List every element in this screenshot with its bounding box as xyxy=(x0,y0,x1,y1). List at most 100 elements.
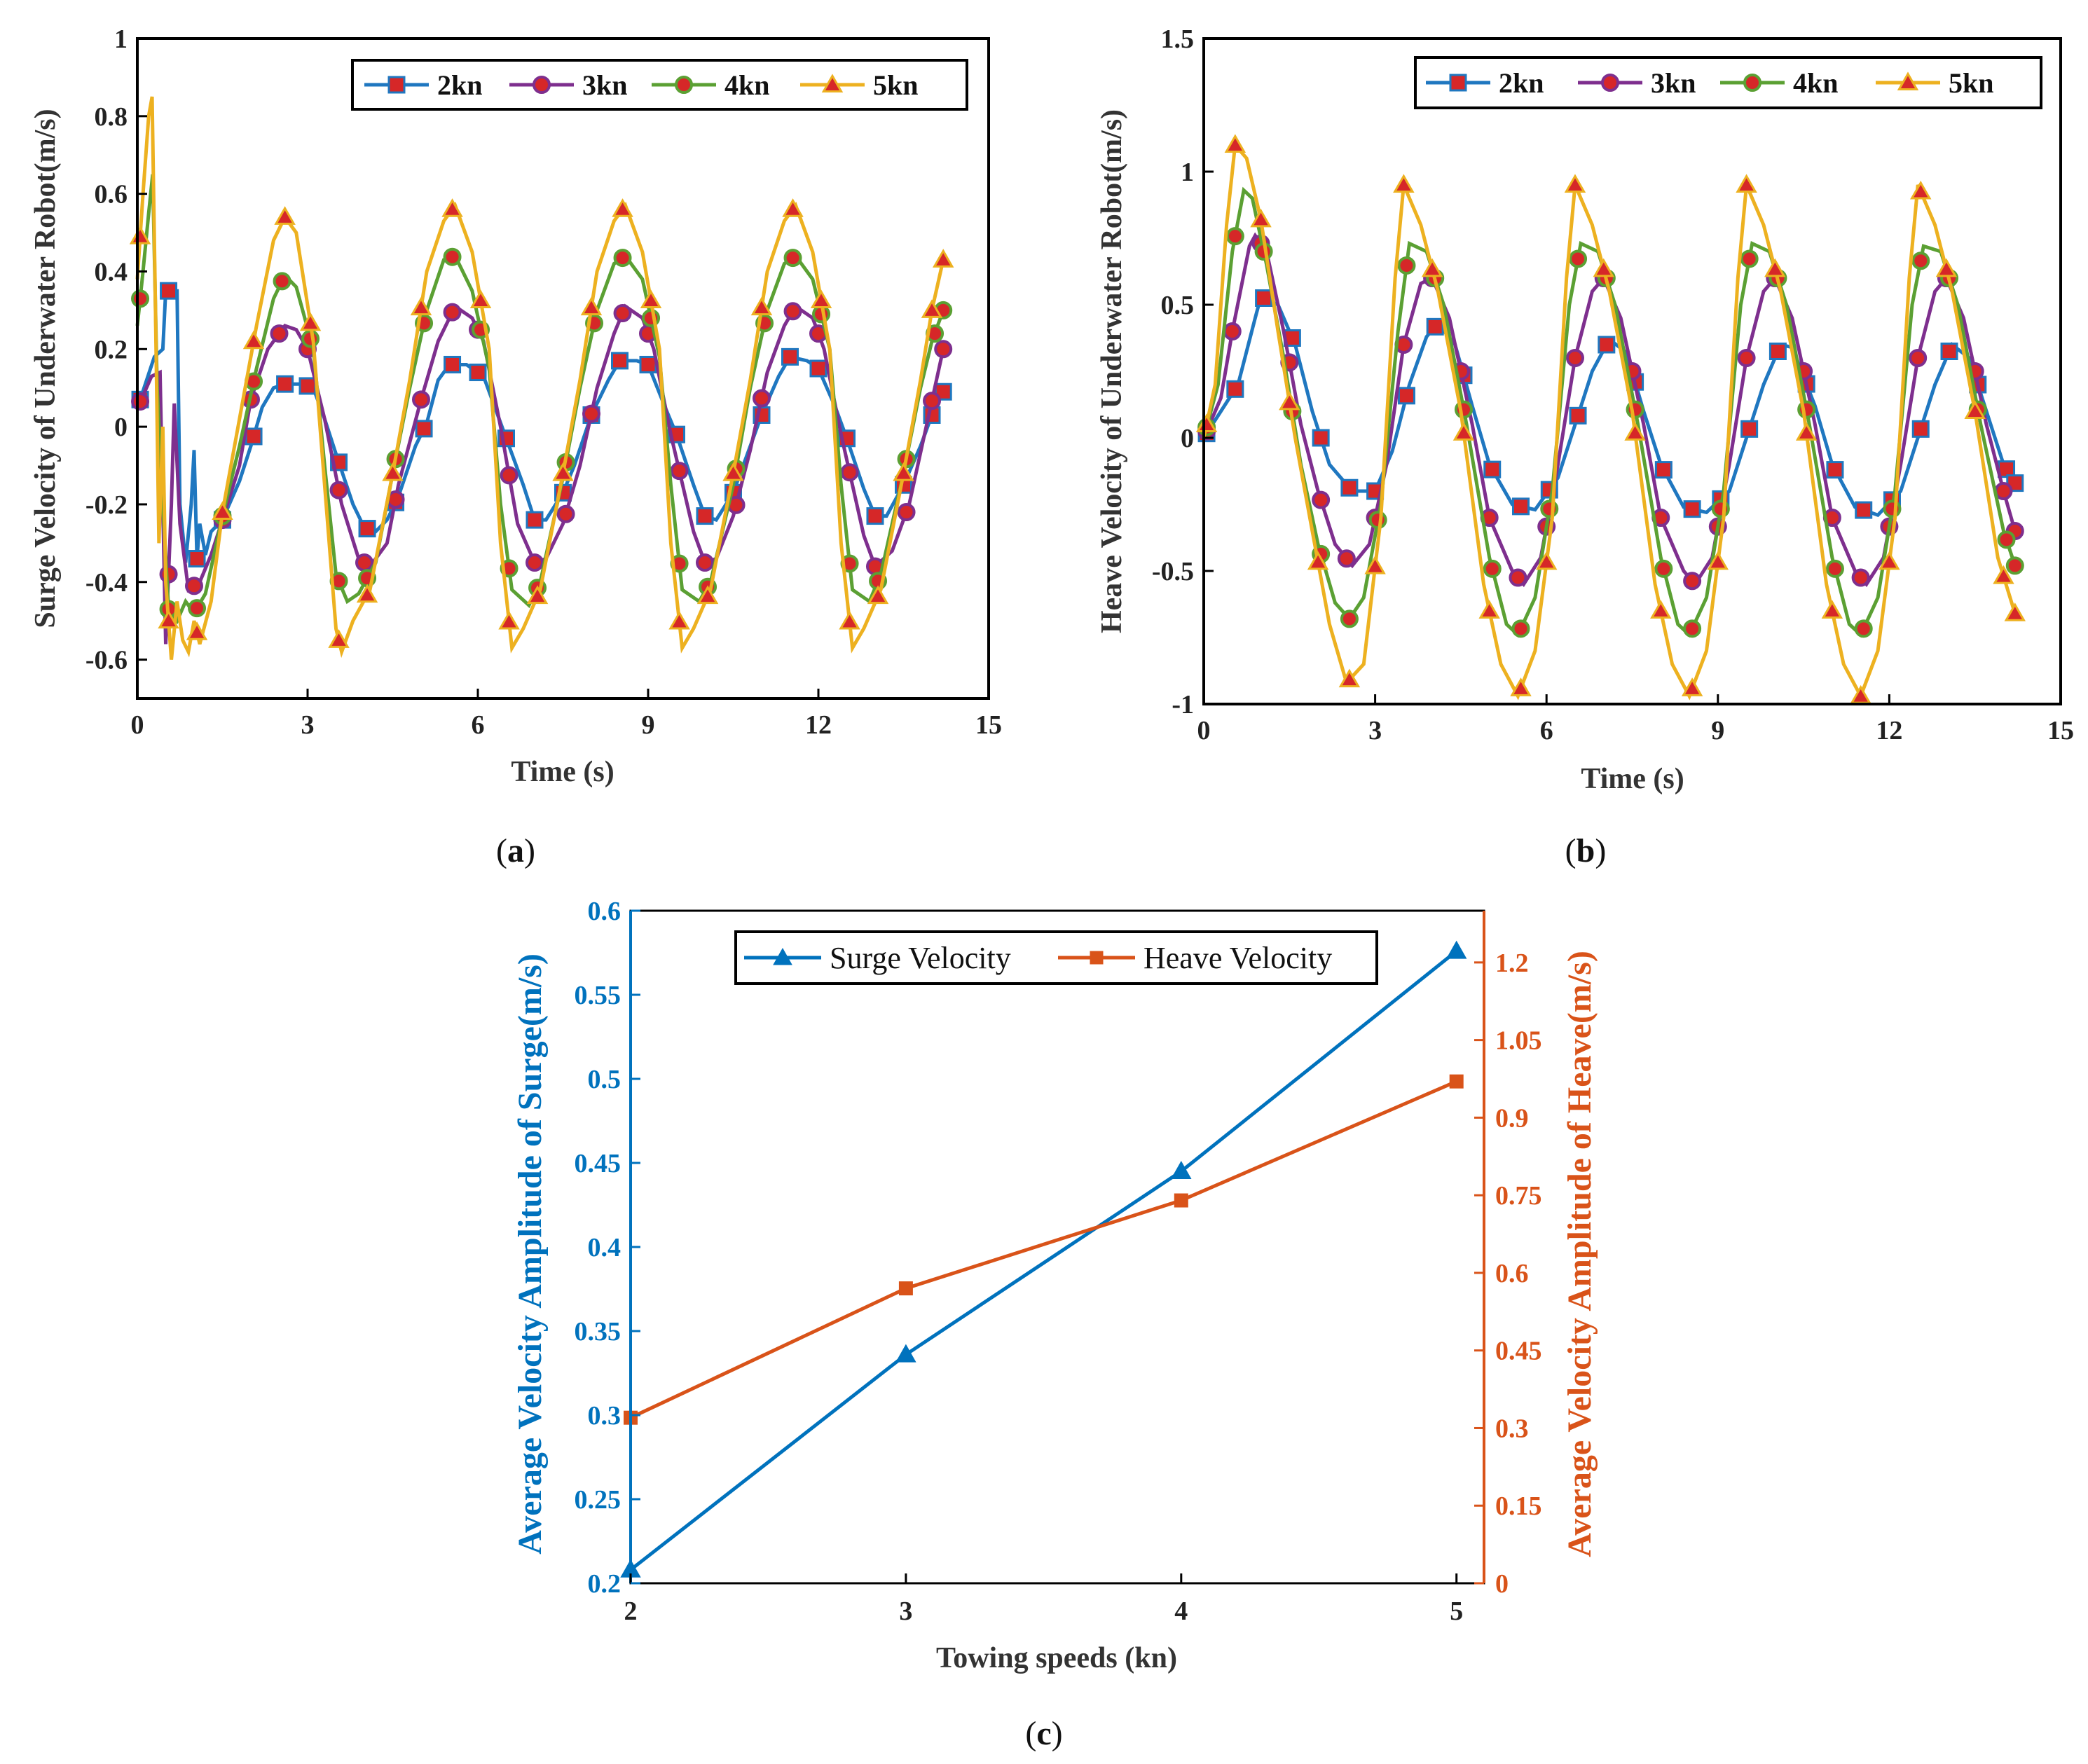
panel-b-point-5kn-10 xyxy=(1478,600,1500,619)
panel-a-point-5kn-26 xyxy=(867,585,889,605)
panel-b-label: (b) xyxy=(1565,832,1607,869)
panel-a-ticks: 0 3 6 9 12 15 -0.6 -0.4 -0.2 0 0.2 0.4 0.6 0.8 1 xyxy=(85,25,1002,740)
panel-a-point-3kn-19 xyxy=(670,462,689,481)
panel-a-point-5kn-5 xyxy=(274,206,296,225)
panel-a-point-2kn-17 xyxy=(611,352,629,370)
panel-a-point-5kn-18 xyxy=(640,289,662,309)
panel-c-ticks: 2 3 4 5 0.2 0.25 0.3 0.35 0.4 0.45 0.5 0.55 0.6 0 0.15… xyxy=(575,897,1542,1626)
panel-b-xtick-0: 0 xyxy=(1197,716,1211,745)
panel-b-point-5kn-12 xyxy=(1535,551,1558,570)
panel-b-xtick-4: 12 xyxy=(1876,716,1902,745)
panel-a-ytick-2: -0.2 xyxy=(85,490,128,520)
panel-b-point-5kn-0 xyxy=(1195,413,1218,432)
panel-a-ytick-7: 0.8 xyxy=(95,102,128,132)
panel-b-legend-label-2kn: 2kn xyxy=(1499,67,1544,99)
panel-b-point-4kn-28 xyxy=(1997,530,2016,549)
panel-b-point-2kn-2 xyxy=(1255,289,1273,307)
panel-b-point-5kn-23 xyxy=(1850,684,1871,704)
panel-b-ytick-0: -1 xyxy=(1172,690,1194,719)
panel-b-point-2kn-8 xyxy=(1426,317,1444,336)
panel-a-axes-box xyxy=(136,37,990,700)
panel-a-point-3kn-8 xyxy=(355,553,373,572)
panel-a-xtick-0: 0 xyxy=(131,710,144,740)
panel-a-point-5kn-16 xyxy=(580,296,603,316)
panel-b-series xyxy=(1195,134,2026,704)
panel-a-point-2kn-23 xyxy=(781,347,799,366)
panel-a-legend-items: 2kn 3kn 4kn 5kn xyxy=(364,69,919,101)
panel-b-point-5kn-4 xyxy=(1307,551,1329,570)
panel-b-legend-marker-3kn xyxy=(1601,74,1619,92)
panel-a-point-2kn-6 xyxy=(298,377,317,395)
panel-b-legend-item-3kn: 3kn xyxy=(1578,67,1696,99)
panel-a-legend-item-2kn: 2kn xyxy=(364,69,483,101)
panel-b-legend-label-4kn: 4kn xyxy=(1793,67,1839,99)
panel-c-point-surge-velocity-3 xyxy=(1445,940,1467,959)
panel-b-point-5kn-15 xyxy=(1624,422,1646,441)
panel-a-point-5kn-24 xyxy=(810,289,832,309)
panel-b-point-4kn-13 xyxy=(1569,249,1588,268)
panel-b-ylabel: Heave Velocity of Underwater Robot(m/s) xyxy=(1096,109,1128,633)
panel-a-xtick-5: 15 xyxy=(975,710,1002,740)
panel-b-point-5kn-28 xyxy=(1993,565,2014,584)
panel-c-legend-item-heave-velocity: Heave Velocity xyxy=(1058,941,1332,975)
panel-b-point-5kn-16 xyxy=(1650,600,1672,619)
panel-b-legend-item-5kn: 5kn xyxy=(1876,67,1994,99)
panel-b-point-4kn-25 xyxy=(1911,251,1930,270)
panel-a-point-5kn-6 xyxy=(299,312,322,331)
panel-a-point-3kn-23 xyxy=(783,302,802,321)
panel-a-xtick-3: 9 xyxy=(642,710,655,740)
panel-a-point-3kn-14 xyxy=(526,553,544,572)
panel-a-legend-label-5kn: 5kn xyxy=(873,69,919,101)
panel-a-ytick-4: 0.2 xyxy=(95,335,128,364)
panel-c-legend-marker-surge-velocity xyxy=(773,947,792,965)
panel-c-legend-label-surge-velocity: Surge Velocity xyxy=(830,941,1011,975)
panel-a-point-2kn-10 xyxy=(415,420,433,438)
panel-a-point-2kn-24 xyxy=(809,359,827,378)
panel-b-point-5kn-20 xyxy=(1764,258,1786,277)
panel-c-legend-label-heave-velocity: Heave Velocity xyxy=(1143,941,1332,975)
panel-b-xtick-1: 3 xyxy=(1368,716,1382,745)
panel-a-point-2kn-14 xyxy=(526,511,544,529)
panel-b-point-5kn-7 xyxy=(1393,174,1415,193)
panel-a-point-2kn-26 xyxy=(866,507,884,525)
panel-a: 0 3 6 9 12 15 -0.6 -0.4 -0.2 0 0.2 0.4 0.6 0.8 1 Time … xyxy=(29,25,1002,869)
panel-b-ytick-1: -0.5 xyxy=(1152,557,1194,586)
panel-a-point-5kn-19 xyxy=(668,610,690,630)
panel-c-ytick-right-2: 0.3 xyxy=(1495,1414,1529,1443)
panel-b-ytick-2: 0 xyxy=(1181,424,1194,453)
panel-c-ytick-right-7: 1.05 xyxy=(1495,1026,1542,1056)
panel-a-point-5kn-9 xyxy=(382,462,404,481)
panel-a-point-5kn-20 xyxy=(696,585,719,605)
panel-b-point-5kn-22 xyxy=(1821,600,1843,619)
panel-c-label: (c) xyxy=(1025,1715,1062,1752)
panel-a-point-2kn-2 xyxy=(188,550,206,568)
panel-c-xlabel: Towing speeds (kn) xyxy=(936,1642,1177,1674)
panel-b-legend-marker-5kn xyxy=(1897,71,1919,90)
panel-b-point-2kn-26 xyxy=(1940,343,1958,360)
panel-b-point-5kn-25 xyxy=(1910,180,1932,200)
panel-b-point-4kn-22 xyxy=(1825,559,1844,578)
panel-c-ytick-right-8: 1.2 xyxy=(1495,949,1529,978)
panel-b-point-5kn-6 xyxy=(1364,555,1386,574)
panel-c-line-surge-velocity xyxy=(629,949,1458,1571)
panel-a-ytick-5: 0.4 xyxy=(95,257,128,287)
panel-b-ticks: 0 3 6 9 12 15 -1 -0.5 0 0.5 1 1.5 xyxy=(1152,25,2074,745)
panel-c-xtick-1: 3 xyxy=(899,1597,912,1626)
panel-b-point-4kn-16 xyxy=(1654,559,1673,578)
panel-a-point-4kn-2 xyxy=(188,599,207,618)
panel-b-point-2kn-4 xyxy=(1312,429,1330,447)
panel-b-point-5kn-1 xyxy=(1224,134,1246,153)
panel-b-legend-label-3kn: 3kn xyxy=(1651,67,1696,99)
panel-a-point-3kn-25 xyxy=(840,463,859,482)
panel-b-point-2kn-5 xyxy=(1340,478,1359,497)
panel-c-xtick-3: 5 xyxy=(1450,1597,1463,1626)
panel-b-line-2kn xyxy=(1202,294,2017,518)
panel-b-legend: 2kn 3kn 4kn 5kn xyxy=(1414,56,2042,109)
panel-a-legend-label-2kn: 2kn xyxy=(437,69,483,101)
panel-a-point-3kn-15 xyxy=(556,504,575,523)
panel-a-point-5kn-2 xyxy=(186,621,208,640)
panel-a-point-4kn-5 xyxy=(273,272,291,291)
panel-b: 0 3 6 9 12 15 -1 -0.5 0 0.5 1 1.5 Time (s) Heave Ve… xyxy=(1096,25,2074,869)
panel-b-point-5kn-19 xyxy=(1736,174,1757,193)
panel-b-point-5kn-3 xyxy=(1279,391,1300,411)
